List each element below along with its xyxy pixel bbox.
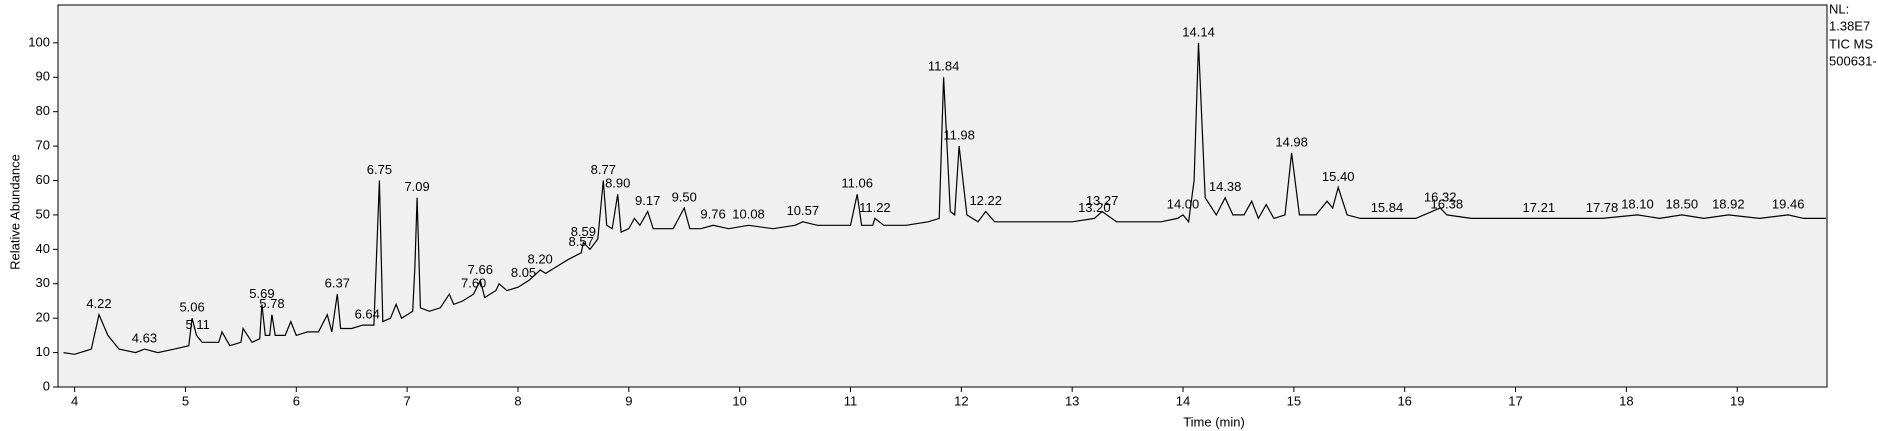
y-tick-label: 90 (36, 69, 50, 84)
y-tick-label: 20 (36, 310, 50, 325)
y-axis-label: Relative Abundance (7, 154, 22, 270)
peak-label: 14.14 (1182, 24, 1215, 39)
peak-label: 5.78 (259, 296, 284, 311)
peak-label: 13.27 (1086, 193, 1119, 208)
peak-label: 11.22 (859, 200, 891, 215)
peak-label: 14.38 (1209, 179, 1242, 194)
peak-label: 8.77 (591, 162, 616, 177)
peak-label: 18.10 (1621, 196, 1654, 211)
peak-label: 15.40 (1322, 169, 1355, 184)
x-tick-label: 17 (1508, 393, 1522, 408)
x-tick-label: 9 (625, 393, 632, 408)
info-text: TIC MS (1829, 36, 1873, 51)
peak-label: 6.75 (367, 162, 392, 177)
info-text: NL: (1829, 1, 1849, 16)
peak-label: 7.60 (461, 276, 486, 291)
peak-label: 8.57 (569, 234, 594, 249)
y-tick-label: 30 (36, 275, 50, 290)
peak-label: 5.11 (185, 317, 209, 332)
peak-label: 4.63 (132, 331, 157, 346)
x-tick-label: 5 (182, 393, 189, 408)
peak-label: 15.84 (1371, 200, 1404, 215)
x-axis-label: Time (min) (1183, 414, 1245, 429)
peak-label: 6.37 (325, 276, 350, 291)
peak-label: 9.17 (635, 193, 660, 208)
x-tick-label: 10 (732, 393, 746, 408)
x-tick-label: 8 (514, 393, 521, 408)
peak-label: 10.08 (732, 207, 765, 222)
peak-label: 18.50 (1666, 196, 1699, 211)
y-tick-label: 40 (36, 241, 50, 256)
y-tick-label: 60 (36, 172, 50, 187)
peak-label: 7.09 (404, 179, 429, 194)
peak-label: 14.98 (1275, 134, 1308, 149)
peak-label: 7.66 (468, 262, 493, 277)
peak-label: 19.46 (1772, 196, 1805, 211)
y-tick-label: 80 (36, 103, 50, 118)
peak-label: 14.00 (1167, 196, 1200, 211)
info-text: 500631- (1829, 53, 1877, 68)
peak-label: 12.22 (969, 193, 1002, 208)
peak-label: 16.32 (1424, 189, 1457, 204)
peak-label: 9.50 (672, 189, 697, 204)
peak-label: 5.69 (249, 286, 274, 301)
x-tick-label: 12 (954, 393, 968, 408)
x-tick-label: 15 (1287, 393, 1301, 408)
peak-label: 9.76 (700, 207, 725, 222)
x-tick-label: 13 (1065, 393, 1079, 408)
peak-label: 5.06 (179, 300, 204, 315)
x-tick-label: 16 (1397, 393, 1411, 408)
peak-label: 16.38 (1431, 196, 1464, 211)
x-tick-label: 18 (1619, 393, 1633, 408)
y-tick-label: 100 (28, 34, 50, 49)
peak-label: 11.84 (928, 59, 960, 74)
y-tick-label: 10 (36, 344, 50, 359)
x-tick-label: 4 (71, 393, 78, 408)
y-tick-label: 50 (36, 206, 50, 221)
x-tick-label: 11 (844, 393, 858, 408)
peak-label: 11.06 (841, 176, 873, 191)
peak-label: 11.98 (943, 128, 975, 143)
peak-label: 18.92 (1712, 196, 1745, 211)
peak-label: 10.57 (787, 203, 820, 218)
peak-label: 8.90 (605, 176, 630, 191)
trace (63, 42, 1826, 355)
plot-area (57, 4, 1828, 388)
peak-label: 8.05 (511, 265, 536, 280)
peak-label: 8.20 (527, 251, 552, 266)
y-tick-label: 70 (36, 138, 50, 153)
peak-label: 17.78 (1586, 200, 1619, 215)
x-tick-label: 14 (1176, 393, 1190, 408)
peak-label: 13.20 (1078, 200, 1111, 215)
x-tick-label: 19 (1730, 393, 1744, 408)
peak-label: 8.59 (571, 224, 596, 239)
peak-label: 17.21 (1523, 200, 1556, 215)
peak-label: 6.64 (355, 306, 380, 321)
y-tick-label: 0 (43, 378, 50, 393)
info-text: 1.38E7 (1829, 18, 1870, 33)
peak-label: 4.22 (86, 296, 111, 311)
x-tick-label: 7 (404, 393, 411, 408)
x-tick-label: 6 (293, 393, 300, 408)
